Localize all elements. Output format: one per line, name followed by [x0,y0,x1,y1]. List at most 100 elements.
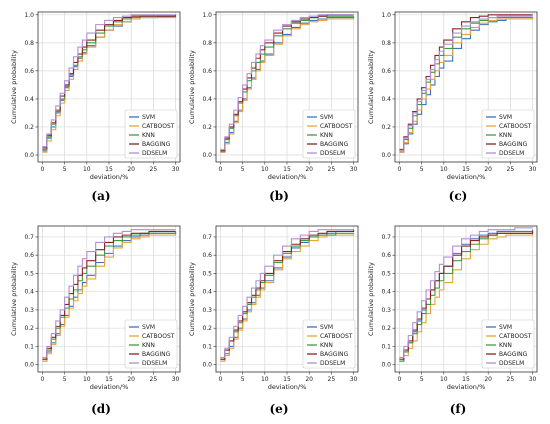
x-tick-label: 20 [127,376,135,383]
series-line-catboost [399,233,534,362]
x-tick-label: 15 [462,166,470,173]
x-tick-label: 10 [83,376,91,383]
x-tick-label: 30 [529,166,537,173]
legend-label-svm: SVM [142,324,155,331]
legend-label-bagging: BAGGING [142,141,171,148]
x-tick-label: 30 [172,376,180,383]
y-tick-label: 0.6 [202,252,212,259]
y-tick-label: 0.0 [202,152,212,159]
x-tick-label: 20 [484,166,492,173]
legend: SVM CATBOOST KNN BAGGING DDSELM [302,319,356,369]
chart-panel-f: 0 5 10 15 20 25 30 0.0 0.1 0.2 0.3 0.4 0.5 0.6 0.7 devi… [367,225,538,416]
x-tick-label: 0 [398,166,402,173]
legend-box [481,319,535,369]
y-tick-label: 0.2 [381,124,391,131]
x-tick-label: 30 [172,166,180,173]
series-line-svm [42,231,177,362]
x-axis-label: deviation/% [268,173,307,181]
y-axis-label: Cumulative probability [188,50,196,124]
panel-label: (c) [449,189,468,203]
y-tick-label: 0.1 [381,343,391,350]
legend-label-bagging: BAGGING [499,141,528,148]
x-tick-label: 20 [305,166,313,173]
legend-label-ddselm: DDSELM [142,150,167,157]
y-axis-label: Cumulative probability [367,262,375,336]
x-tick-label: 30 [350,376,358,383]
x-tick-label: 15 [462,376,470,383]
y-tick-label: 0.4 [381,96,391,103]
x-tick-label: 25 [507,166,515,173]
x-tick-label: 0 [398,376,402,383]
x-tick-label: 10 [83,166,91,173]
x-axis-label: deviation/% [268,383,307,391]
x-tick-label: 10 [261,166,269,173]
y-tick-label: 0.3 [381,307,391,314]
chart-panel-e: 0 5 10 15 20 25 30 0.0 0.1 0.2 0.3 0.4 0.5 0.6 0.7 devi… [188,225,359,416]
legend: SVM CATBOOST KNN BAGGING DDSELM [124,319,178,369]
y-tick-label: 0.4 [202,289,212,296]
series-line-ddselm [42,14,176,148]
legend-label-svm: SVM [142,114,155,121]
y-tick-label: 0.0 [202,362,212,369]
y-tick-label: 0.0 [24,362,34,369]
legend: SVM CATBOOST KNN BAGGING DDSELM [302,109,356,159]
legend: SVM CATBOOST KNN BAGGING DDSELM [481,319,535,369]
legend: SVM CATBOOST KNN BAGGING DDSELM [481,109,535,159]
series-line-catboost [220,17,355,153]
y-tick-label: 0.8 [24,40,34,47]
legend-box [124,319,178,369]
series-line-catboost [220,233,355,362]
x-tick-label: 15 [283,166,291,173]
y-tick-label: 0.6 [202,68,212,75]
series-line-ddselm [220,14,354,150]
y-axis-label: Cumulative probability [188,262,196,336]
x-tick-label: 0 [41,376,45,383]
x-tick-label: 20 [127,166,135,173]
x-axis-label: deviation/% [90,383,129,391]
x-tick-label: 0 [219,166,223,173]
y-tick-label: 1.0 [24,12,34,19]
x-tick-label: 25 [507,376,515,383]
y-tick-label: 0.7 [24,234,34,241]
legend-label-bagging: BAGGING [320,351,349,358]
series-line-catboost [42,233,177,362]
y-tick-label: 0.2 [381,325,391,332]
y-tick-label: 0.2 [202,124,212,131]
legend-label-catboost: CATBOOST [499,123,532,130]
legend-label-knn: KNN [142,132,155,139]
legend-label-ddselm: DDSELM [499,360,524,367]
x-tick-label: 30 [529,376,537,383]
y-tick-label: 0.8 [381,40,391,47]
legend-box [481,109,535,159]
y-tick-label: 0.8 [202,40,212,47]
x-tick-label: 20 [305,376,313,383]
panel-label: (f) [450,402,467,416]
legend-label-bagging: BAGGING [142,351,171,358]
y-tick-label: 1.0 [381,12,391,19]
legend-label-ddselm: DDSELM [320,360,345,367]
legend-label-svm: SVM [320,114,333,121]
y-tick-label: 0.5 [381,270,391,277]
legend-label-catboost: CATBOOST [320,123,353,130]
y-tick-label: 0.1 [202,343,212,350]
y-tick-label: 0.1 [24,343,34,350]
series-line-ddselm [399,227,533,358]
legend-label-knn: KNN [320,342,333,349]
y-tick-label: 0.0 [381,152,391,159]
x-axis-label: deviation/% [447,173,486,181]
y-axis-label: Cumulative probability [10,262,18,336]
x-tick-label: 5 [420,166,424,173]
series-line-ddselm [399,15,533,152]
y-tick-label: 0.5 [202,270,212,277]
y-tick-label: 0.4 [202,96,212,103]
legend-label-bagging: BAGGING [499,351,528,358]
y-tick-label: 0.3 [202,307,212,314]
legend: SVM CATBOOST KNN BAGGING DDSELM [124,109,178,159]
series-line-bagging [220,229,355,360]
y-tick-label: 0.6 [24,68,34,75]
x-tick-label: 25 [328,376,336,383]
panel-label: (d) [91,402,111,416]
x-axis-label: deviation/% [447,383,486,391]
legend-label-knn: KNN [320,132,333,139]
